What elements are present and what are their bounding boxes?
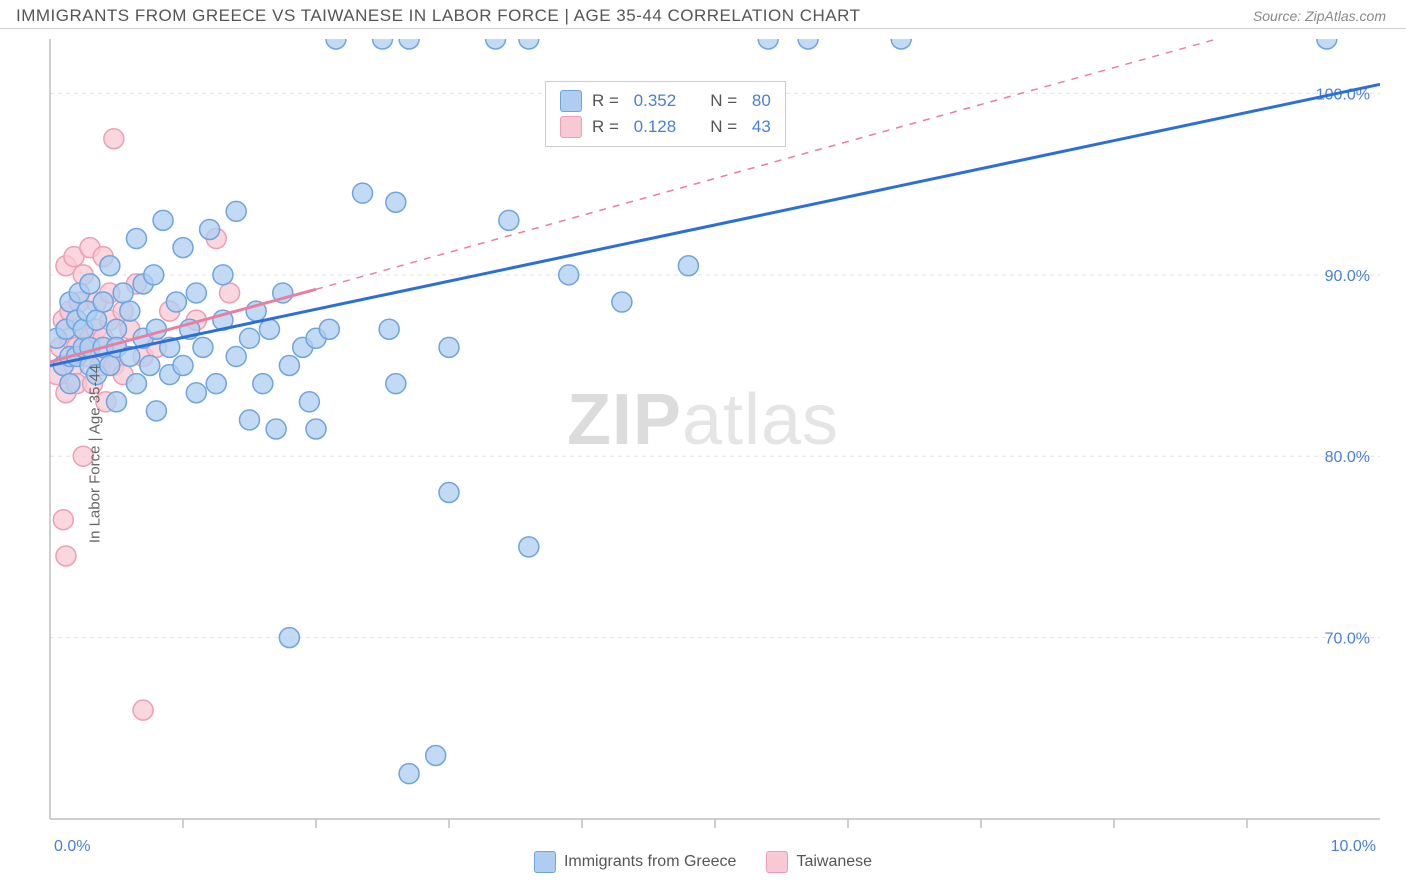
- legend-item: Taiwanese: [766, 851, 872, 873]
- stats-row-taiwanese: R = 0.128 N = 43: [560, 114, 771, 140]
- x-tick-label: 10.0%: [1331, 838, 1376, 855]
- y-tick-label: 90.0%: [1325, 268, 1370, 285]
- scatter-plot: 70.0%80.0%90.0%100.0%0.0%10.0%: [0, 29, 1406, 879]
- stat-n-label: N =: [710, 117, 742, 137]
- stat-r-label: R =: [592, 117, 624, 137]
- stat-n-value: 43: [752, 117, 771, 137]
- series-taiwanese: [47, 129, 240, 720]
- stat-r-value: 0.352: [634, 91, 677, 111]
- legend-label: Taiwanese: [796, 853, 872, 871]
- stat-n-label: N =: [710, 91, 742, 111]
- legend-swatch-icon: [766, 851, 788, 873]
- regression-taiwanese-dash: [316, 29, 1380, 289]
- y-axis-label: In Labor Force | Age 35-44: [87, 365, 104, 543]
- stat-r-label: R =: [592, 91, 624, 111]
- chart-area: In Labor Force | Age 35-44 ZIPatlas 70.0…: [0, 29, 1406, 879]
- legend-swatch-icon: [534, 851, 556, 873]
- legend-swatch-icon: [560, 116, 582, 138]
- y-tick-label: 80.0%: [1325, 449, 1370, 466]
- legend-item: Immigrants from Greece: [534, 851, 736, 873]
- source-attribution: Source: ZipAtlas.com: [1253, 8, 1386, 24]
- correlation-stats-box: R = 0.352 N = 80 R = 0.128 N = 43: [545, 81, 786, 147]
- stat-r-value: 0.128: [634, 117, 677, 137]
- x-tick-label: 0.0%: [54, 838, 90, 855]
- chart-header: IMMIGRANTS FROM GREECE VS TAIWANESE IN L…: [0, 0, 1406, 29]
- stat-n-value: 80: [752, 91, 771, 111]
- legend: Immigrants from Greece Taiwanese: [534, 851, 872, 873]
- y-tick-label: 70.0%: [1325, 631, 1370, 648]
- legend-swatch-icon: [560, 90, 582, 112]
- stats-row-greece: R = 0.352 N = 80: [560, 88, 771, 114]
- chart-title: IMMIGRANTS FROM GREECE VS TAIWANESE IN L…: [16, 6, 861, 26]
- legend-label: Immigrants from Greece: [564, 853, 736, 871]
